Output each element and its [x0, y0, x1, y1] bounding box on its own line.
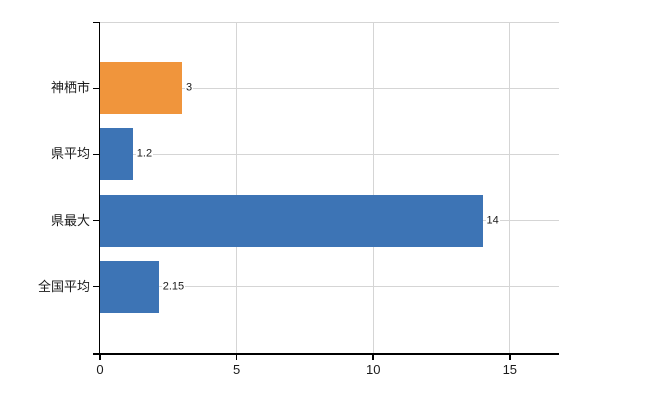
y-axis-tick	[93, 286, 100, 288]
gridline-vertical	[372, 22, 374, 353]
x-tick-label: 10	[365, 362, 381, 377]
value-guide-line	[482, 220, 559, 222]
value-label: 3	[184, 81, 194, 95]
x-tick-label: 0	[96, 362, 104, 377]
x-tick-label: 5	[232, 362, 241, 377]
value-guide-line	[181, 87, 559, 89]
plot-top-border	[100, 22, 559, 23]
x-axis-line	[93, 353, 559, 355]
bar	[100, 62, 182, 115]
bar	[100, 128, 133, 181]
category-label: 神栖市	[50, 80, 90, 96]
value-guide-line	[158, 286, 559, 288]
bar	[100, 194, 483, 247]
x-tick-label: 15	[502, 362, 518, 377]
value-label: 1.2	[135, 147, 154, 161]
category-label: 全国平均	[37, 279, 90, 295]
x-axis-tick	[99, 354, 101, 360]
x-axis-tick	[509, 354, 511, 360]
y-axis-tick	[93, 87, 100, 89]
y-axis-tick	[93, 220, 100, 222]
gridline-vertical	[236, 22, 238, 353]
y-axis-tick	[93, 153, 100, 155]
gridline-vertical	[509, 22, 511, 353]
y-axis-tick	[93, 21, 100, 23]
value-label: 14	[485, 214, 500, 228]
y-axis-line	[98, 22, 100, 358]
category-label: 県平均	[50, 146, 90, 162]
bar	[100, 260, 159, 313]
category-label: 県最大	[50, 212, 90, 228]
value-guide-line	[132, 153, 559, 155]
x-axis-tick	[372, 354, 374, 360]
x-axis-tick	[235, 354, 238, 360]
value-label: 2.15	[161, 280, 186, 294]
